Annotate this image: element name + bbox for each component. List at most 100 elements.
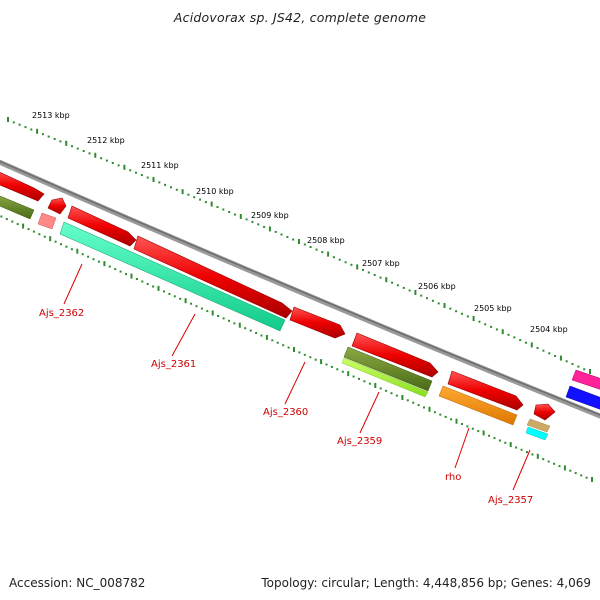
minor-tick xyxy=(515,446,518,449)
minor-tick xyxy=(175,188,178,191)
minor-tick xyxy=(100,157,103,160)
minor-tick xyxy=(583,368,586,371)
minor-tick xyxy=(478,320,481,323)
major-tick xyxy=(65,140,68,146)
minor-tick xyxy=(228,211,231,213)
major-tick xyxy=(36,128,39,134)
minor-tick xyxy=(206,310,209,313)
minor-tick xyxy=(395,394,398,397)
minor-tick xyxy=(402,286,405,289)
major-tick xyxy=(123,164,126,170)
minor-tick xyxy=(350,263,353,266)
minor-tick xyxy=(111,162,114,164)
minor-tick xyxy=(338,258,341,261)
minor-tick xyxy=(217,315,220,317)
gene-leader-lines xyxy=(63,263,531,491)
minor-tick xyxy=(280,233,283,236)
minor-tick xyxy=(257,223,260,226)
minor-tick xyxy=(332,256,335,259)
major-tick xyxy=(211,310,214,316)
minor-tick xyxy=(490,325,493,328)
major-tick xyxy=(94,152,97,158)
minor-tick xyxy=(135,278,138,280)
minor-tick xyxy=(53,138,56,140)
minor-tick xyxy=(352,375,355,378)
minor-tick xyxy=(108,265,111,268)
minor-tick xyxy=(396,284,399,287)
minor-tick xyxy=(60,243,62,246)
kbp-label: 2512 kbp xyxy=(87,136,125,145)
minor-tick xyxy=(554,355,557,357)
cog-bar-pink xyxy=(571,369,600,390)
gene-labels: Ajs_2362 Ajs_2361 Ajs_2360 Ajs_2359 rho … xyxy=(39,308,533,506)
minor-tick xyxy=(129,169,132,172)
minor-tick xyxy=(437,302,440,305)
minor-tick xyxy=(495,328,498,331)
minor-tick xyxy=(373,274,376,276)
gene-arrow xyxy=(67,205,137,247)
minor-tick xyxy=(135,171,137,174)
minor-tick xyxy=(577,365,580,368)
minor-tick xyxy=(204,201,207,204)
scale-labels: 2513 kbp 2512 kbp 2511 kbp 2510 kbp 2509… xyxy=(32,111,568,334)
major-tick xyxy=(49,236,52,242)
minor-tick xyxy=(32,230,35,233)
minor-tick xyxy=(466,425,469,428)
gene-arrow xyxy=(447,370,524,411)
minor-tick xyxy=(303,353,306,356)
minor-tick xyxy=(168,292,171,295)
major-tick xyxy=(472,316,475,321)
major-tick xyxy=(455,418,458,424)
minor-tick xyxy=(513,336,516,339)
minor-tick xyxy=(536,347,539,349)
minor-tick xyxy=(41,133,44,136)
minor-tick xyxy=(27,228,30,231)
minor-tick xyxy=(385,389,388,392)
gene-arrow xyxy=(133,235,293,319)
major-tick xyxy=(239,214,242,219)
minor-tick xyxy=(504,441,507,444)
minor-tick xyxy=(303,243,306,246)
minor-tick xyxy=(542,458,545,461)
gene-arrow xyxy=(289,306,346,339)
minor-tick xyxy=(520,448,523,451)
major-tick xyxy=(293,347,295,352)
minor-tick xyxy=(82,150,85,152)
minor-tick xyxy=(314,358,317,361)
kbp-label: 2507 kbp xyxy=(362,259,400,268)
minor-tick xyxy=(420,294,423,297)
minor-tick xyxy=(519,339,522,342)
minor-tick xyxy=(260,334,263,337)
leader-line xyxy=(284,361,306,405)
minor-tick xyxy=(461,312,463,315)
major-tick xyxy=(591,477,593,482)
forward-genes xyxy=(0,171,556,421)
minor-tick xyxy=(439,413,442,416)
minor-tick xyxy=(263,225,266,228)
major-tick xyxy=(152,177,155,182)
minor-tick xyxy=(179,297,182,300)
minor-tick xyxy=(152,285,155,288)
gene-arrow xyxy=(533,403,556,421)
major-tick xyxy=(536,453,539,459)
minor-tick xyxy=(276,341,279,344)
minor-tick xyxy=(146,176,149,179)
minor-tick xyxy=(54,240,57,243)
minor-tick xyxy=(574,472,577,475)
minor-tick xyxy=(406,399,409,402)
minor-tick xyxy=(216,206,219,208)
major-tick xyxy=(7,117,9,122)
minor-tick xyxy=(367,271,370,274)
minor-tick xyxy=(433,411,436,414)
minor-tick xyxy=(114,268,117,271)
major-tick xyxy=(385,277,388,283)
kbp-label: 2510 kbp xyxy=(196,187,234,196)
minor-tick xyxy=(379,387,382,390)
major-tick xyxy=(210,201,213,207)
minor-tick xyxy=(105,159,108,162)
minor-tick xyxy=(449,307,452,310)
minor-tick xyxy=(30,128,33,131)
major-tick xyxy=(157,285,160,291)
kbp-label: 2513 kbp xyxy=(32,111,70,120)
minor-tick xyxy=(547,460,550,463)
